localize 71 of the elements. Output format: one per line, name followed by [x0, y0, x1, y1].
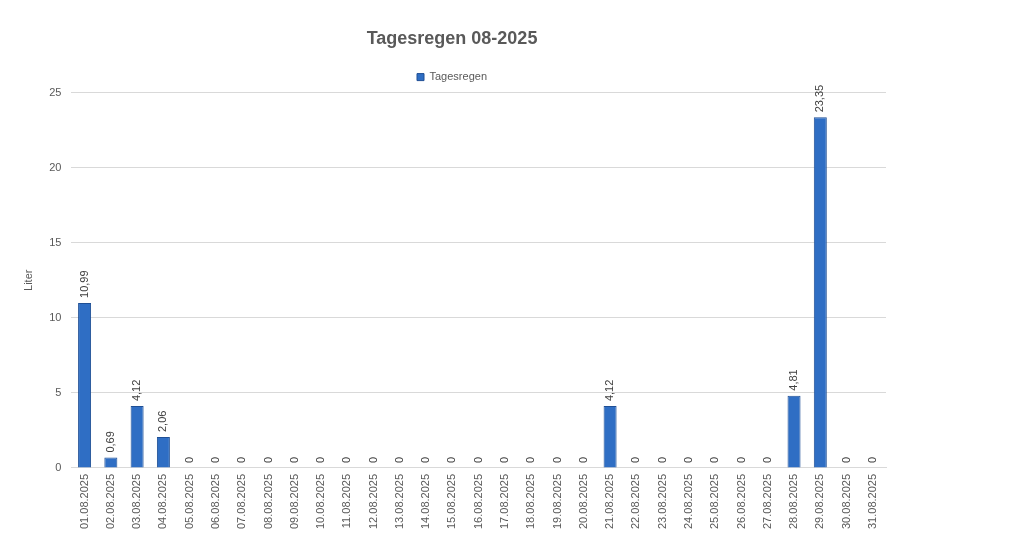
x-tick-label: 22.08.2025	[629, 473, 642, 530]
data-label: 0	[340, 456, 353, 463]
x-tick-label: 16.08.2025	[471, 473, 484, 530]
x-tick-label: 23.08.2025	[655, 473, 668, 530]
x-tick-label: 18.08.2025	[524, 473, 537, 530]
x-tick-label: 14.08.2025	[419, 473, 432, 530]
data-label: 23,35	[813, 84, 826, 113]
x-tick-label: 10.08.2025	[314, 473, 327, 530]
data-label: 0	[655, 456, 668, 463]
x-tick-label: 04.08.2025	[156, 473, 169, 530]
data-label: 0	[865, 456, 878, 463]
x-tick-label: 13.08.2025	[392, 473, 405, 530]
data-label: 0	[576, 456, 589, 463]
data-label: 2,06	[156, 410, 169, 433]
x-tick-label: 29.08.2025	[813, 473, 826, 530]
y-tick-label: 20	[49, 160, 62, 173]
x-tick-label: 26.08.2025	[734, 473, 747, 530]
x-tick-label: 02.08.2025	[103, 473, 116, 530]
x-tick-label: 11.08.2025	[340, 473, 353, 529]
y-tick-label: 10	[49, 310, 62, 323]
data-label: 0	[392, 456, 405, 463]
data-label: 0	[419, 456, 432, 463]
data-label: 0	[734, 456, 747, 463]
x-tick-label: 24.08.2025	[681, 473, 694, 530]
data-label: 0	[524, 456, 537, 463]
y-tick-label: 25	[49, 85, 62, 98]
y-axis-title: Liter	[21, 269, 34, 291]
data-label: 0	[498, 456, 511, 463]
x-tick-label: 01.08.2025	[77, 473, 90, 530]
data-label: 0,69	[103, 431, 116, 453]
data-label: 0	[550, 456, 563, 463]
x-tick-label: 08.08.2025	[261, 473, 274, 530]
data-label: 0	[208, 456, 221, 463]
x-tick-label: 28.08.2025	[787, 473, 800, 530]
data-label: 4,12	[130, 379, 143, 402]
x-tick-label: 31.08.2025	[865, 473, 878, 530]
x-tick-label: 17.08.2025	[498, 473, 511, 530]
data-label: 0	[314, 456, 327, 463]
data-label: 0	[235, 456, 248, 463]
x-tick-label: 03.08.2025	[130, 473, 143, 530]
y-tick-label: 0	[55, 460, 62, 473]
data-label: 0	[839, 456, 852, 463]
data-label: 0	[287, 456, 300, 463]
data-label: 0	[261, 456, 274, 463]
data-label: 0	[182, 456, 195, 463]
data-label: 4,81	[787, 369, 800, 391]
x-tick-label: 05.08.2025	[182, 473, 195, 530]
x-tick-label: 27.08.2025	[760, 473, 773, 530]
y-tick-label: 5	[55, 385, 62, 398]
x-tick-label: 06.08.2025	[208, 473, 221, 530]
data-label: 0	[760, 456, 773, 463]
chart-title: Tagesregen 08-2025	[366, 27, 538, 48]
x-tick-label: 07.08.2025	[235, 473, 248, 530]
data-label: 0	[366, 456, 379, 463]
x-tick-label: 15.08.2025	[445, 473, 458, 530]
data-label: 0	[629, 456, 642, 463]
data-label: 0	[445, 456, 458, 463]
legend-label: Tagesregen	[429, 70, 488, 83]
data-label: 4,12	[603, 379, 616, 402]
x-tick-label: 12.08.2025	[366, 473, 379, 530]
x-tick-label: 30.08.2025	[839, 473, 852, 530]
data-label: 0	[708, 456, 721, 463]
x-tick-label: 20.08.2025	[576, 473, 589, 530]
x-tick-label: 09.08.2025	[287, 473, 300, 530]
x-tick-label: 19.08.2025	[550, 473, 563, 530]
x-tick-label: 21.08.2025	[603, 473, 616, 530]
data-label: 0	[681, 456, 694, 463]
data-label: 10,99	[77, 270, 90, 298]
y-tick-label: 15	[49, 235, 62, 248]
x-tick-label: 25.08.2025	[708, 473, 721, 530]
data-label: 0	[471, 456, 484, 463]
